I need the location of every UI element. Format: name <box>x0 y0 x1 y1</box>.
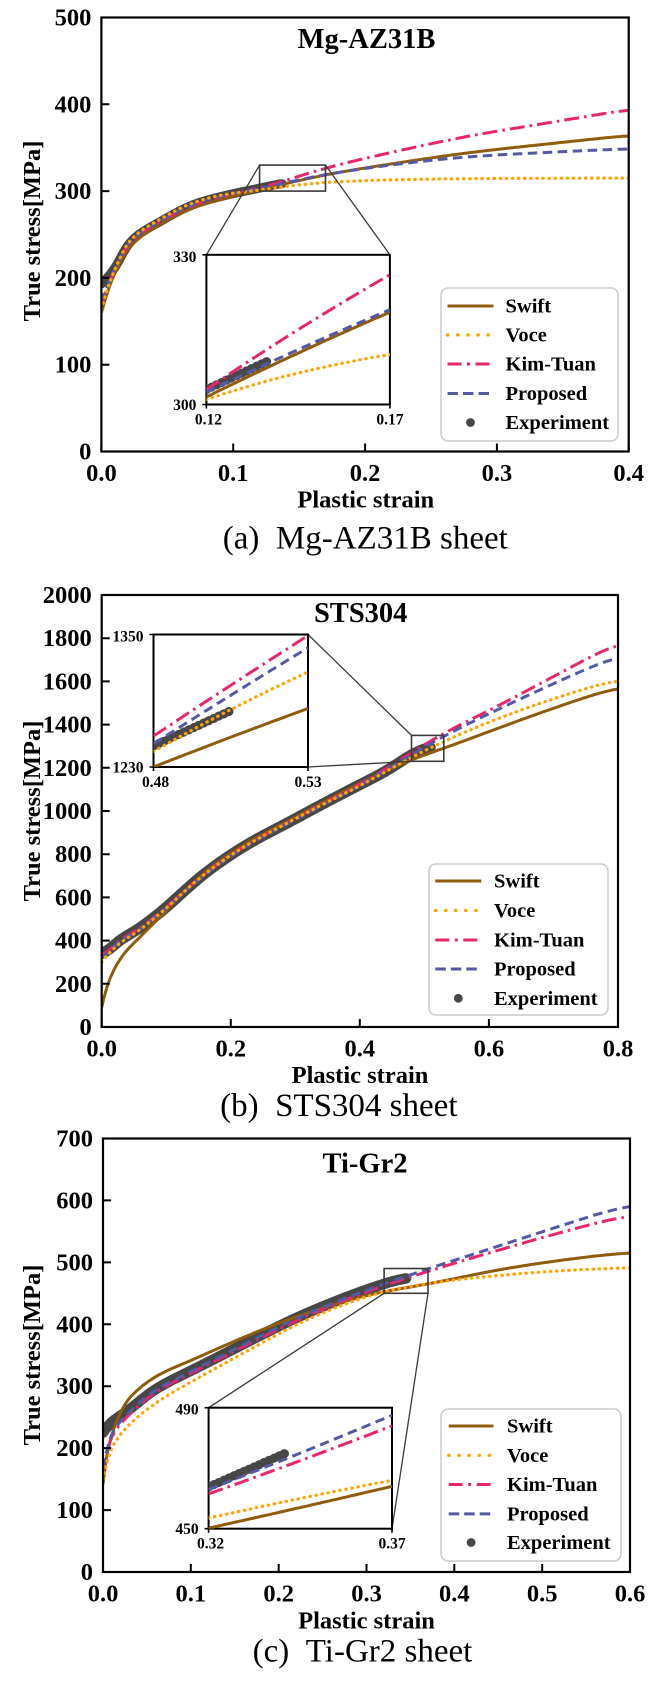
svg-text:Proposed: Proposed <box>494 959 576 981</box>
svg-text:Voce: Voce <box>507 1445 548 1467</box>
svg-text:0.1: 0.1 <box>218 460 249 487</box>
svg-text:Kim-Tuan: Kim-Tuan <box>506 354 597 376</box>
svg-text:True stress[MPa]: True stress[MPa] <box>19 721 46 902</box>
svg-text:0.0: 0.0 <box>88 1580 119 1607</box>
svg-text:300: 300 <box>55 178 92 205</box>
svg-text:Voce: Voce <box>506 325 547 347</box>
svg-text:STS304: STS304 <box>314 598 407 629</box>
svg-text:0.6: 0.6 <box>615 1580 646 1607</box>
svg-text:0.4: 0.4 <box>439 1580 470 1607</box>
svg-text:Experiment: Experiment <box>494 988 598 1010</box>
svg-text:True stress[MPa]: True stress[MPa] <box>19 1265 46 1446</box>
svg-text:0.3: 0.3 <box>351 1580 382 1607</box>
svg-text:0.12: 0.12 <box>195 412 222 429</box>
svg-text:1800: 1800 <box>43 625 92 652</box>
svg-text:Experiment: Experiment <box>506 412 610 434</box>
svg-text:800: 800 <box>55 841 92 868</box>
svg-text:330: 330 <box>173 249 197 266</box>
svg-text:300: 300 <box>173 397 197 414</box>
svg-text:500: 500 <box>55 5 92 32</box>
svg-text:0.2: 0.2 <box>350 460 381 487</box>
svg-text:Plastic strain: Plastic strain <box>298 1608 435 1635</box>
svg-text:450: 450 <box>175 1521 199 1538</box>
svg-text:0.5: 0.5 <box>527 1580 558 1607</box>
svg-text:1400: 1400 <box>43 712 92 739</box>
svg-text:Plastic strain: Plastic strain <box>297 487 434 514</box>
svg-text:Ti-Gr2: Ti-Gr2 <box>323 1149 408 1180</box>
svg-text:Swift: Swift <box>507 1416 553 1438</box>
svg-text:400: 400 <box>55 91 92 118</box>
svg-text:0.8: 0.8 <box>603 1035 634 1062</box>
svg-text:(b) STS304 sheet: (b) STS304 sheet <box>220 1088 457 1124</box>
svg-text:1350: 1350 <box>113 629 144 646</box>
svg-text:Proposed: Proposed <box>507 1503 589 1525</box>
svg-text:Kim-Tuan: Kim-Tuan <box>494 930 585 952</box>
svg-text:0: 0 <box>79 439 91 466</box>
svg-text:0.0: 0.0 <box>86 1035 117 1062</box>
svg-text:1230: 1230 <box>113 760 144 777</box>
svg-text:0: 0 <box>79 1014 91 1041</box>
svg-text:0.6: 0.6 <box>474 1035 505 1062</box>
svg-text:200: 200 <box>56 1435 93 1462</box>
svg-text:400: 400 <box>56 1311 93 1338</box>
svg-text:0.37: 0.37 <box>378 1536 405 1553</box>
svg-text:0.3: 0.3 <box>482 460 513 487</box>
svg-text:100: 100 <box>55 352 92 379</box>
svg-text:700: 700 <box>56 1126 93 1153</box>
svg-text:500: 500 <box>56 1249 93 1276</box>
svg-text:0.2: 0.2 <box>263 1580 294 1607</box>
svg-text:Kim-Tuan: Kim-Tuan <box>507 1474 598 1496</box>
svg-text:1600: 1600 <box>43 668 92 695</box>
svg-text:0.2: 0.2 <box>215 1035 246 1062</box>
svg-text:1200: 1200 <box>43 755 92 782</box>
svg-text:0.32: 0.32 <box>197 1536 224 1553</box>
svg-text:0.4: 0.4 <box>344 1035 375 1062</box>
svg-text:0.1: 0.1 <box>175 1580 206 1607</box>
svg-text:(c) Ti-Gr2 sheet: (c) Ti-Gr2 sheet <box>253 1634 473 1670</box>
svg-text:Mg-AZ31B: Mg-AZ31B <box>298 24 436 55</box>
svg-text:100: 100 <box>56 1497 93 1524</box>
svg-text:400: 400 <box>55 928 92 955</box>
svg-text:300: 300 <box>56 1373 93 1400</box>
svg-text:490: 490 <box>175 1402 199 1419</box>
svg-text:0.17: 0.17 <box>376 412 403 429</box>
svg-text:Plastic strain: Plastic strain <box>292 1062 429 1089</box>
svg-text:0.48: 0.48 <box>142 774 169 791</box>
svg-text:Swift: Swift <box>506 296 552 318</box>
svg-text:Voce: Voce <box>494 900 535 922</box>
svg-text:200: 200 <box>55 971 92 998</box>
svg-text:Experiment: Experiment <box>507 1532 611 1554</box>
svg-text:0.0: 0.0 <box>86 460 117 487</box>
svg-text:2000: 2000 <box>43 582 92 609</box>
svg-text:0.53: 0.53 <box>294 774 321 791</box>
svg-text:(a) Mg-AZ31B sheet: (a) Mg-AZ31B sheet <box>223 521 508 557</box>
svg-text:600: 600 <box>56 1187 93 1214</box>
svg-text:Proposed: Proposed <box>506 383 588 405</box>
svg-text:600: 600 <box>55 884 92 911</box>
svg-text:0: 0 <box>81 1559 93 1586</box>
svg-text:0.4: 0.4 <box>613 460 644 487</box>
svg-text:200: 200 <box>55 265 92 292</box>
svg-text:1000: 1000 <box>43 798 92 825</box>
svg-text:True stress[MPa]: True stress[MPa] <box>19 141 46 322</box>
svg-text:Swift: Swift <box>494 871 540 893</box>
